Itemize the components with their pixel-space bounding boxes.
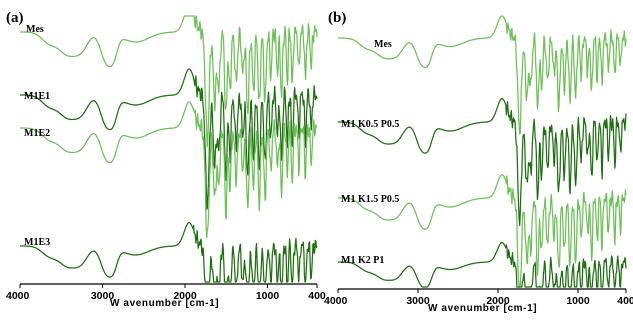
x-tick-label: 1000 <box>256 290 280 302</box>
x-tick-label: 4000 <box>6 290 30 302</box>
trace-label-m1-k2-p1: M1 K2 P1 <box>341 255 384 266</box>
x-tick-label: 2000 <box>173 290 197 302</box>
panel-a-traces <box>19 15 318 283</box>
x-tick-label: 400 <box>308 290 326 302</box>
panel-a-x-axis-title: W avenumber [cm-1] <box>110 298 219 309</box>
trace-label-m1e3: M1E3 <box>24 237 50 248</box>
x-tick-label: 3000 <box>91 290 115 302</box>
spectrum-line-m1-k1-5-p0-5 <box>337 173 627 288</box>
trace-label-m1e1: M1E1 <box>24 91 50 102</box>
panel-a: (a) 4000 3000 2000 1000 400 Mes M1E1 M1E2 M1… <box>6 10 326 309</box>
trace-label-m1e2: M1E2 <box>24 128 50 139</box>
spectrum-line-m1-k0-5-p0-5 <box>337 97 627 227</box>
trace-label-mes-a: Mes <box>26 24 44 35</box>
spectrum-line-mes <box>19 15 318 148</box>
panel-b-traces <box>337 15 627 288</box>
x-tick-label: 4000 <box>324 295 348 307</box>
spectrum-line-m1-k2-p1 <box>337 241 627 288</box>
panel-b-x-ticks: 4000 3000 2000 1000 400 <box>324 289 633 307</box>
panel-b-label: (b) <box>328 10 346 26</box>
spectrum-line-m1e1 <box>19 68 318 211</box>
spectrum-line-m1e3 <box>19 221 318 283</box>
x-tick-label: 3000 <box>406 295 430 307</box>
spectrum-line-m1e2 <box>19 101 318 239</box>
x-tick-label: 1000 <box>566 295 590 307</box>
panel-b-x-axis-title: W avenumber [cm-1] <box>428 303 537 314</box>
panel-a-label: (a) <box>6 10 24 26</box>
trace-label-m1-k15-p05: M1 K1.5 P0.5 <box>341 194 399 205</box>
x-tick-label: 400 <box>617 295 633 307</box>
trace-label-m1-k05-p05: M1 K0.5 P0.5 <box>341 119 399 130</box>
panel-a-x-ticks: 4000 3000 2000 1000 400 <box>6 284 326 302</box>
spectrum-line-mes <box>337 15 627 135</box>
trace-label-mes-b: Mes <box>374 39 392 50</box>
x-tick-label: 2000 <box>486 295 510 307</box>
panel-b: (b) 4000 3000 2000 1000 400 Mes M1 K0.5 P0.5… <box>324 10 633 314</box>
